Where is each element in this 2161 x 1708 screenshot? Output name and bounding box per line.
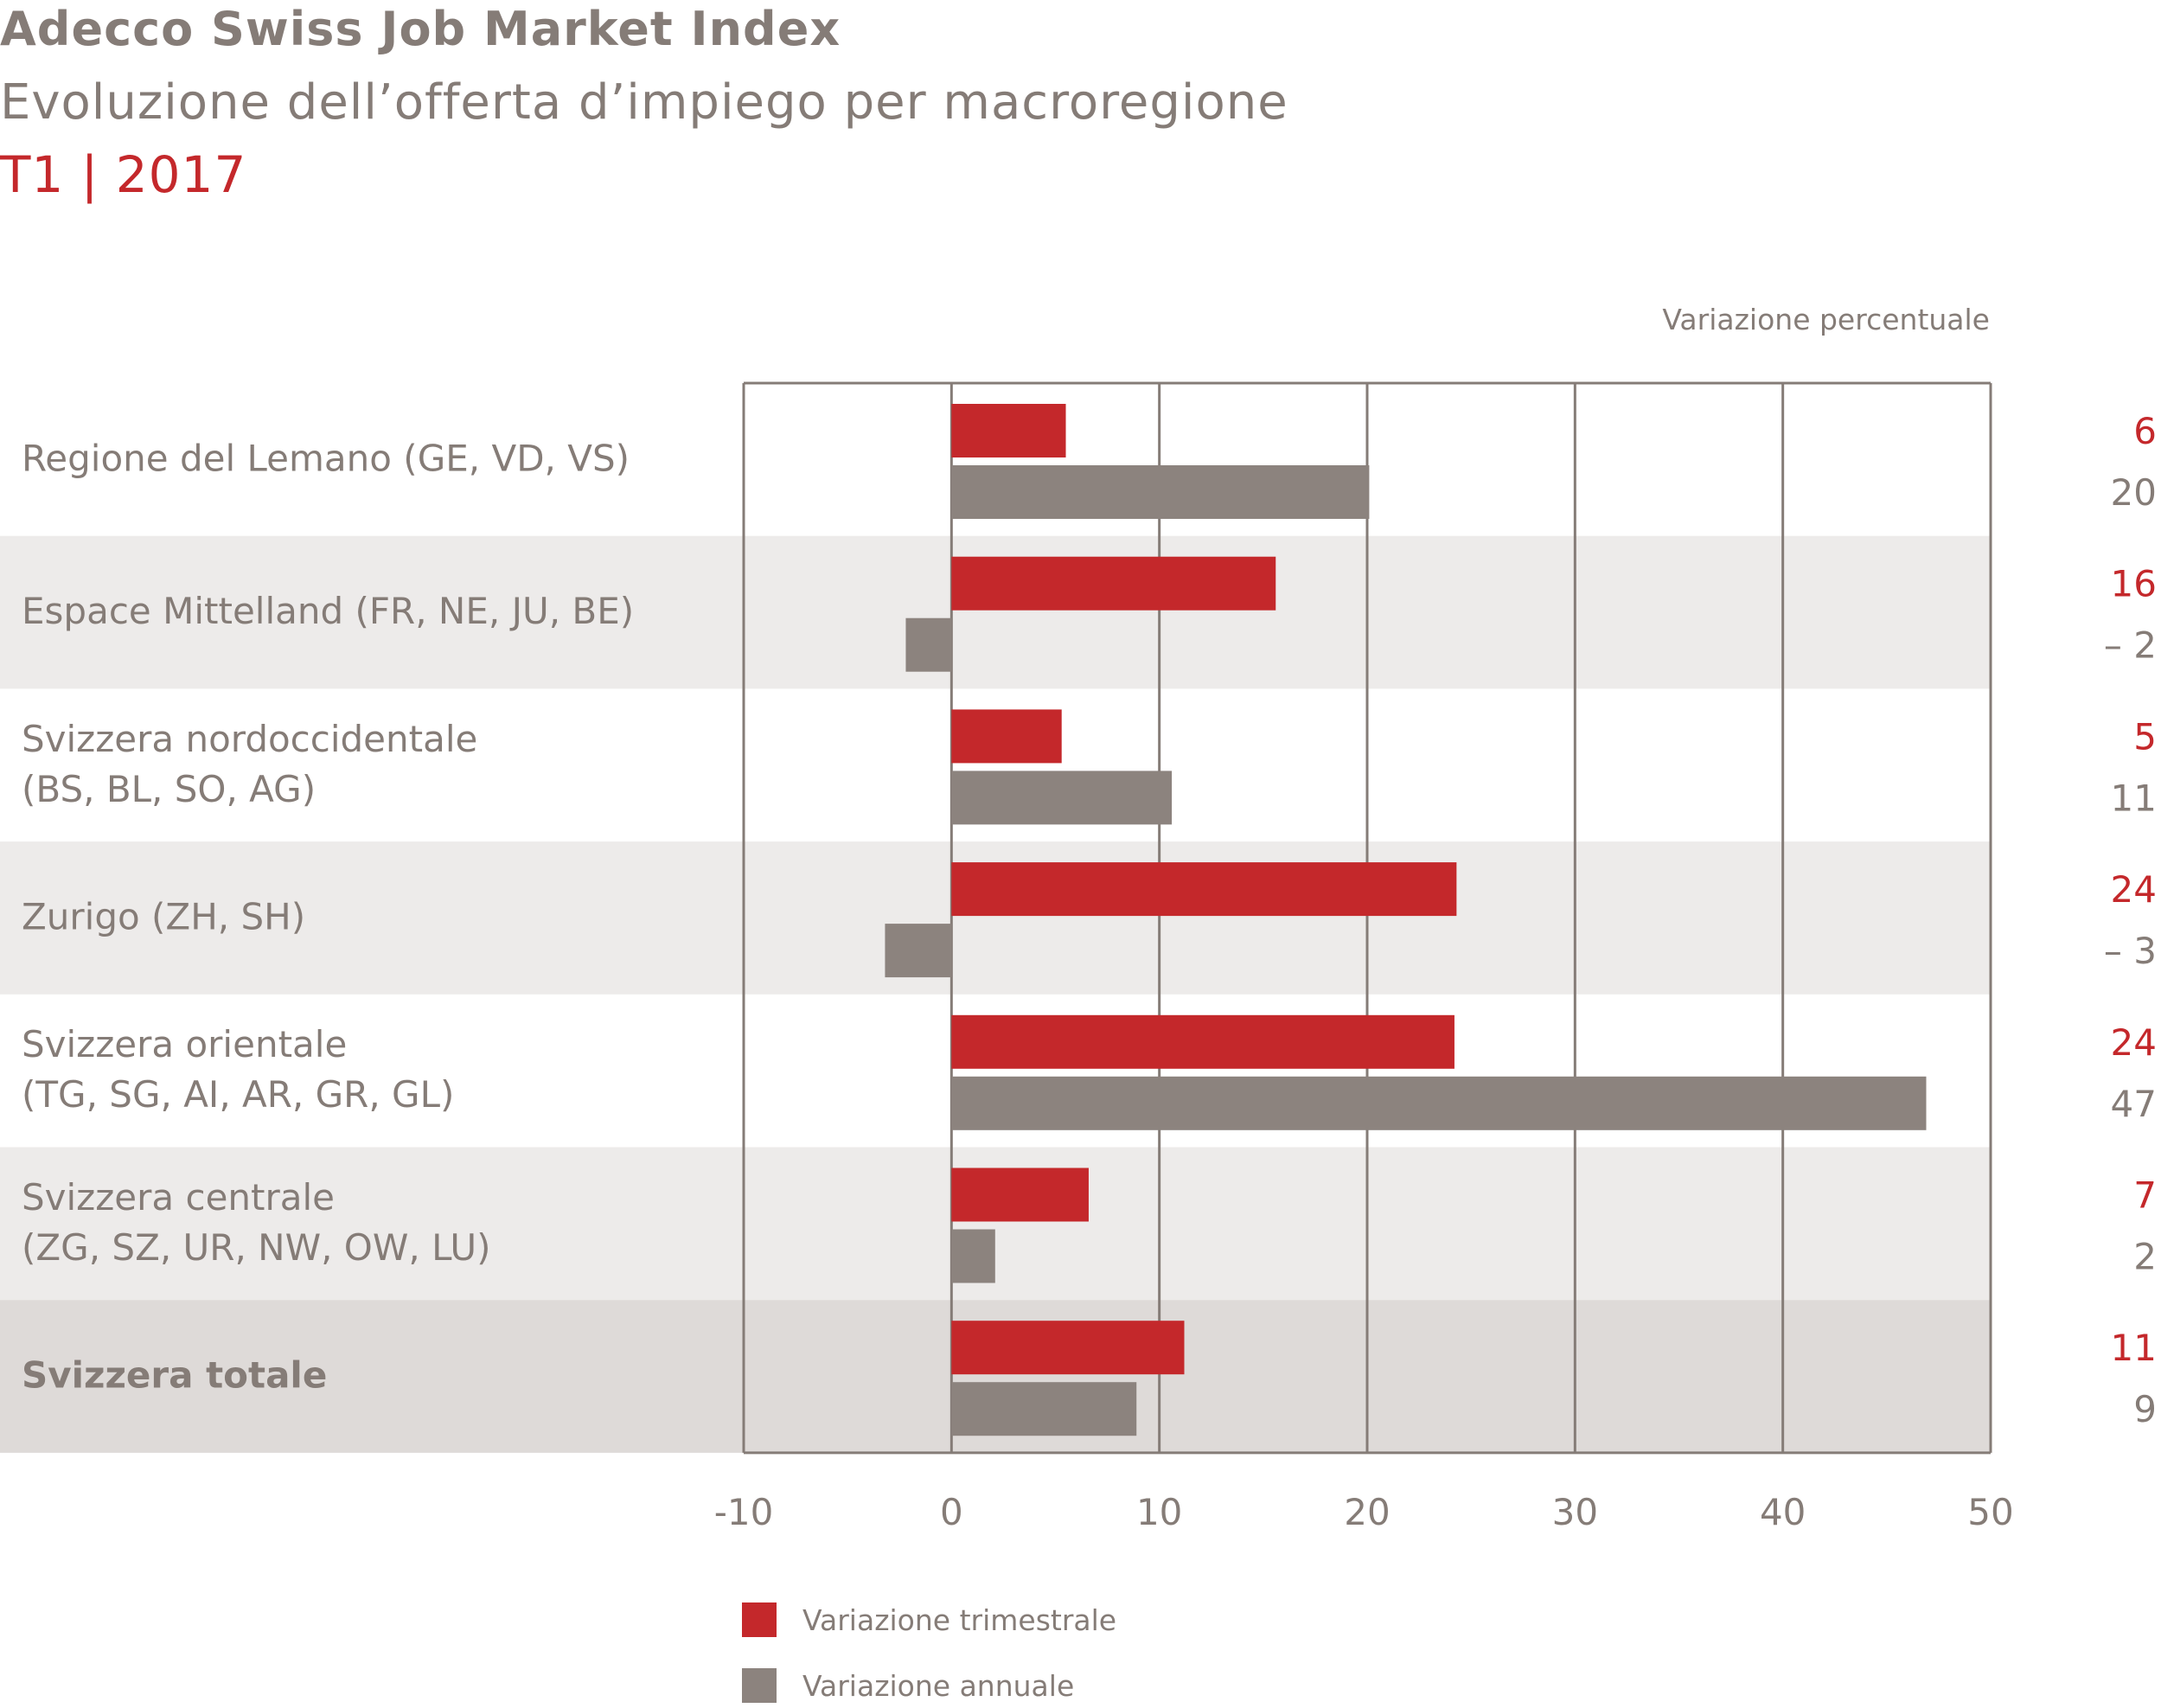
value-label-quarterly: 16 [2111, 563, 2157, 605]
bar-annual [951, 1229, 995, 1283]
chart-period: T1 | 2017 [0, 145, 247, 204]
category-label: Svizzera nordoccidentale [22, 718, 477, 760]
legend-swatch-quarterly [742, 1602, 777, 1637]
category-label: (BS, BL, SO, AG) [22, 768, 316, 810]
x-tick-label: 0 [940, 1491, 963, 1533]
value-label-annual: 47 [2111, 1083, 2157, 1125]
category-label: Zurigo (ZH, SH) [22, 895, 305, 937]
category-label: (TG, SG, AI, AR, GR, GL) [22, 1073, 454, 1116]
bar-annual [885, 924, 952, 978]
bar-quarterly [951, 1014, 1455, 1069]
category-label: (ZG, SZ, UR, NW, OW, LU) [22, 1226, 491, 1269]
value-label-annual: – 2 [2104, 624, 2157, 667]
bar-annual [905, 617, 952, 672]
legend-label-quarterly: Variazione trimestrale [802, 1602, 1117, 1637]
category-label: Svizzera orientale [22, 1023, 347, 1065]
legend-item-annual: Variazione annuale [742, 1668, 1074, 1703]
x-tick-label: 20 [1344, 1491, 1390, 1533]
chart-subtitle: Evoluzione dell’offerta d’impiego per ma… [0, 74, 1288, 131]
value-label-annual: 20 [2111, 471, 2157, 514]
bar-quarterly [951, 404, 1066, 457]
bar-quarterly [951, 556, 1276, 611]
value-label-quarterly: 5 [2133, 715, 2157, 758]
category-label: Regione del Lemano (GE, VD, VS) [22, 437, 630, 479]
x-tick-label: 30 [1552, 1491, 1598, 1533]
bar-annual [951, 771, 1173, 825]
legend-label-annual: Variazione annuale [802, 1668, 1075, 1703]
x-tick-label: -10 [714, 1491, 774, 1533]
bar-annual [951, 465, 1370, 519]
legend-swatch-annual [742, 1668, 777, 1703]
category-label: Svizzera totale [22, 1354, 327, 1397]
bar-quarterly [951, 1321, 1185, 1375]
x-tick-label: 10 [1136, 1491, 1182, 1533]
x-tick-label: 40 [1760, 1491, 1806, 1533]
chart-title: Adecco Swiss Job Market Index [0, 2, 841, 56]
bar-quarterly [951, 862, 1457, 917]
bar-quarterly [951, 1167, 1089, 1222]
x-tick-label: 50 [1967, 1491, 2013, 1533]
value-label-annual: 2 [2133, 1236, 2157, 1278]
value-label-annual: 11 [2111, 777, 2157, 819]
value-label-quarterly: 7 [2133, 1174, 2157, 1217]
category-label: Svizzera centrale [22, 1176, 335, 1219]
value-label-quarterly: 6 [2133, 410, 2157, 452]
legend-item-quarterly: Variazione trimestrale [742, 1602, 1116, 1637]
bar-annual [951, 1382, 1137, 1436]
bar-quarterly [951, 709, 1062, 764]
category-label: Espace Mittelland (FR, NE, JU, BE) [22, 590, 634, 632]
value-label-quarterly: 24 [2111, 868, 2157, 911]
value-label-annual: – 3 [2104, 930, 2157, 972]
value-label-quarterly: 24 [2111, 1021, 2157, 1064]
value-label-quarterly: 11 [2111, 1327, 2157, 1369]
bar-annual [951, 1076, 1927, 1130]
unit-label: Variazione percentuale [1662, 303, 1990, 336]
value-label-annual: 9 [2133, 1388, 2157, 1430]
